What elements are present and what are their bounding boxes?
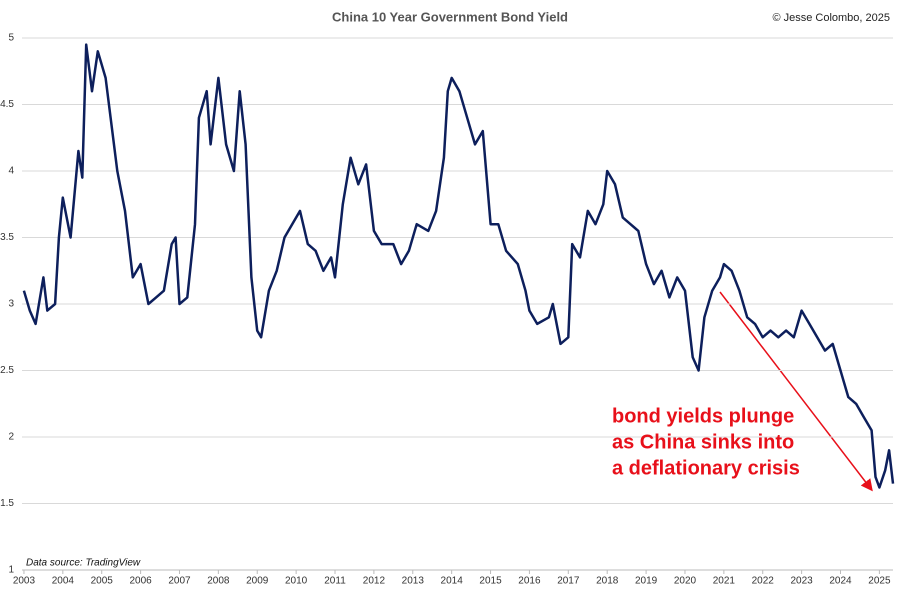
annotation: bond yields plunge xyxy=(612,405,794,427)
x-tick-label: 2007 xyxy=(168,576,191,587)
y-tick-label: 4 xyxy=(8,166,14,177)
y-tick-label: 1.5 xyxy=(0,498,14,509)
annotation: a deflationary crisis xyxy=(612,457,800,479)
chart-title: China 10 Year Government Bond Yield xyxy=(332,9,568,24)
y-tick-label: 5 xyxy=(8,33,14,44)
x-tick-label: 2006 xyxy=(129,576,152,587)
credit: © Jesse Colombo, 2025 xyxy=(772,12,890,24)
x-tick-label: 2018 xyxy=(596,576,619,587)
x-tick-label: 2024 xyxy=(829,576,852,587)
x-tick-label: 2021 xyxy=(713,576,736,587)
line-series xyxy=(22,43,895,489)
x-tick-label: 2012 xyxy=(363,576,386,587)
x-tick-label: 2009 xyxy=(246,576,269,587)
source: Data source: TradingView xyxy=(26,558,141,569)
x-tick-label: 2014 xyxy=(441,576,464,587)
x-tick-label: 2023 xyxy=(790,576,813,587)
x-tick-label: 2017 xyxy=(557,576,580,587)
x-tick-label: 2003 xyxy=(13,576,36,587)
x-tick-label: 2011 xyxy=(324,576,346,587)
x-tick-label: 2004 xyxy=(52,576,75,587)
x-tick-label: 2013 xyxy=(402,576,425,587)
x-tick-label: 2022 xyxy=(752,576,775,587)
y-tick-label: 2 xyxy=(8,432,14,443)
y-tick-label: 3.5 xyxy=(0,232,14,243)
x-tick-label: 2016 xyxy=(518,576,541,587)
y-tick-label: 4.5 xyxy=(0,99,14,110)
y-tick-label: 2.5 xyxy=(0,365,14,376)
annotation: as China sinks into xyxy=(612,431,794,453)
x-tick-label: 2005 xyxy=(91,576,114,587)
x-tick-label: 2025 xyxy=(868,576,891,587)
x-tick-label: 2015 xyxy=(479,576,502,587)
x-tick-label: 2019 xyxy=(635,576,658,587)
x-tick-label: 2020 xyxy=(674,576,697,587)
x-tick-label: 2010 xyxy=(285,576,308,587)
y-tick-label: 3 xyxy=(8,299,14,310)
annotation-arrow xyxy=(719,291,873,492)
y-tick-label: 1 xyxy=(8,565,14,576)
x-tick-label: 2008 xyxy=(207,576,230,587)
